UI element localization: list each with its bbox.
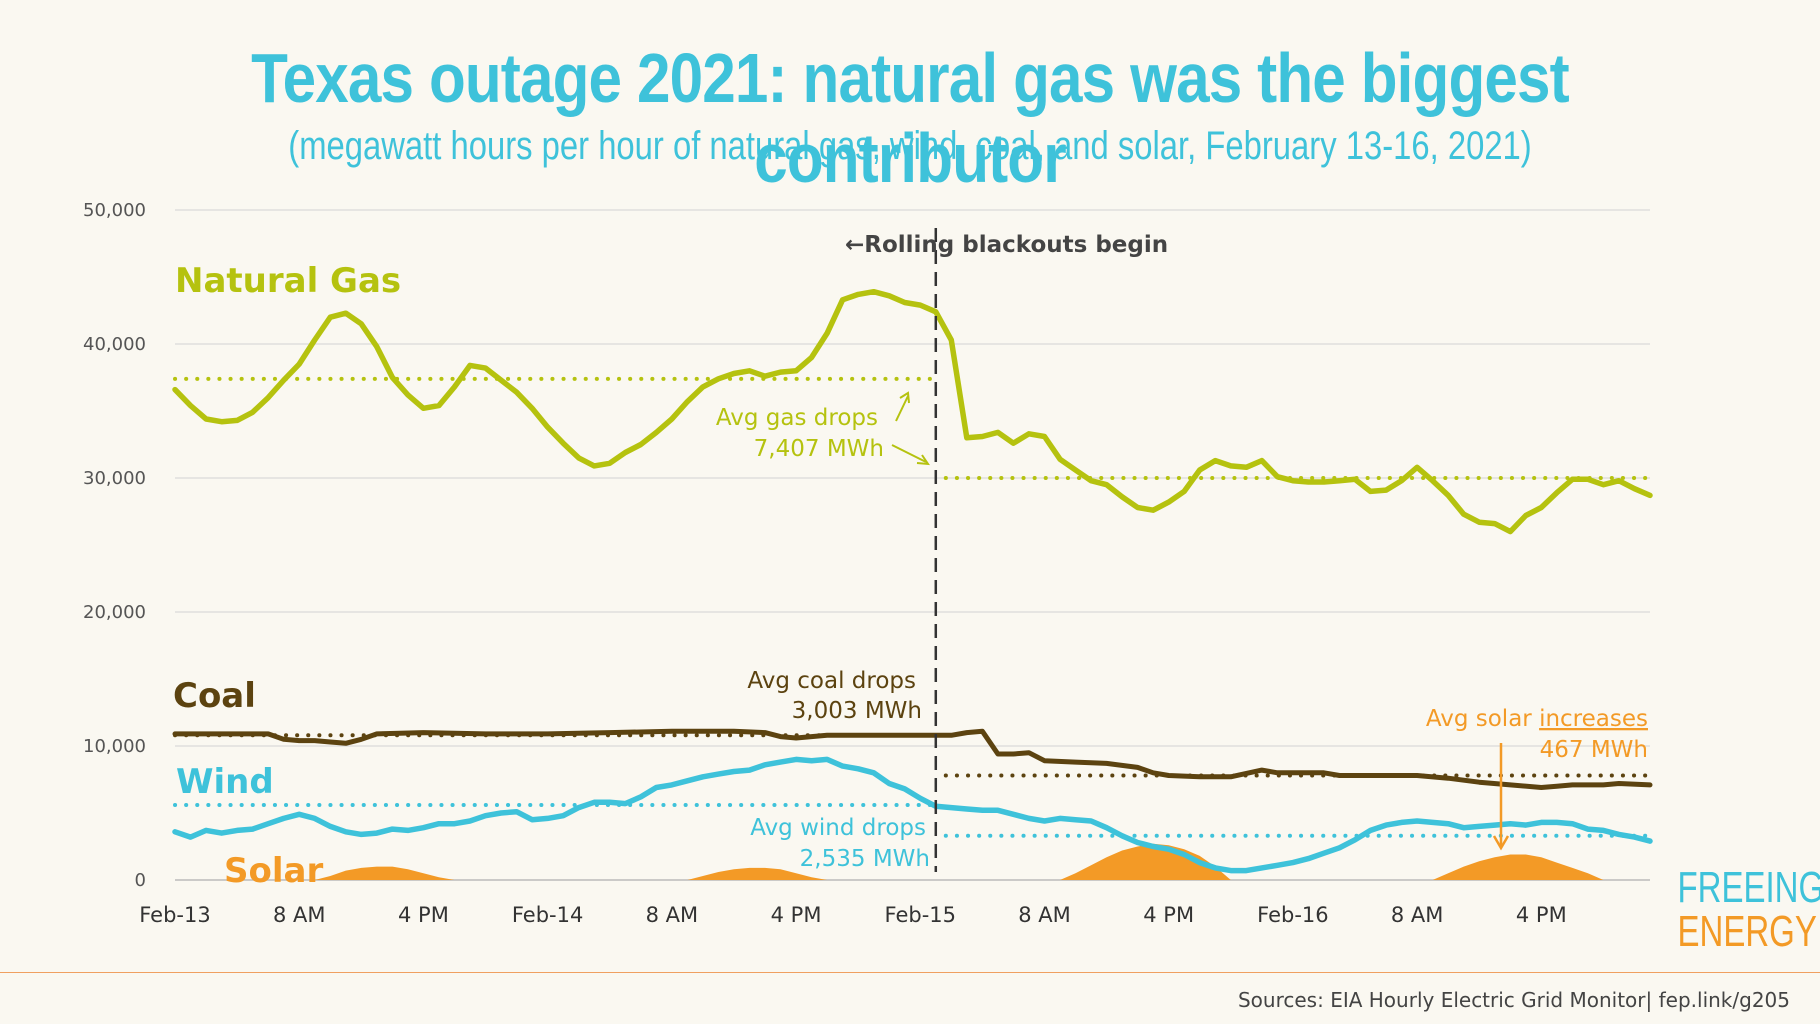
- annotation-solar-line1: Avg solar increases: [1426, 706, 1648, 732]
- annotation-wind-line1: Avg wind drops: [750, 815, 926, 841]
- annotation-wind-line2: 2,535 MWh: [800, 846, 930, 872]
- x-tick-label: Feb-14: [512, 903, 583, 927]
- freeing-energy-logo: FREEING ENERGY: [1660, 863, 1820, 956]
- footer-divider: [0, 972, 1820, 973]
- x-tick-label: Feb-16: [1257, 903, 1328, 927]
- x-tick-label: 4 PM: [398, 903, 449, 927]
- annotation-coal-line1: Avg coal drops: [747, 668, 916, 694]
- series-area-solar: [687, 867, 828, 880]
- chart-title: Texas outage 2021: natural gas was the b…: [251, 39, 1569, 197]
- annotation-solar-arrow: [1492, 743, 1510, 851]
- series-label-solar: Solar: [224, 851, 323, 891]
- x-tick-label: 8 AM: [273, 903, 326, 927]
- annotation-gas-arrows: [891, 391, 930, 466]
- line-chart: 0 10,000 20,000 30,000 40,000 50,000 Feb-13 8 …: [83, 200, 1653, 927]
- y-tick-label: 50,000: [83, 200, 146, 221]
- logo-line2: ENERGY: [1677, 907, 1817, 956]
- series-line-natural-gas: [172, 288, 1653, 535]
- x-axis-ticks: Feb-13 8 AM 4 PM Feb-14 8 AM 4 PM Feb-15 8 AM 4 …: [139, 903, 1566, 927]
- y-tick-label: 40,000: [83, 334, 146, 355]
- series-line-coal: [172, 728, 1653, 790]
- series-label-natural-gas: Natural Gas: [175, 261, 401, 301]
- y-tick-label: 0: [135, 870, 146, 891]
- x-tick-label: 8 AM: [646, 903, 699, 927]
- y-tick-label: 10,000: [83, 736, 146, 757]
- chart-subtitle: (megawatt hours per hour of natural gas,…: [288, 124, 1532, 168]
- x-tick-label: Feb-15: [885, 903, 956, 927]
- series-label-coal: Coal: [173, 676, 256, 716]
- annotation-solar-line1a: Avg solar: [1426, 706, 1539, 732]
- series-area-solar: [1432, 854, 1604, 880]
- annotation-solar-line1b: increases: [1539, 706, 1648, 732]
- series-area-solar: [314, 866, 455, 880]
- x-tick-label: 4 PM: [1143, 903, 1194, 927]
- x-tick-label: 8 AM: [1391, 903, 1444, 927]
- average-lines: [173, 376, 1652, 838]
- gridlines: [175, 209, 1650, 881]
- series-area-solar: [1060, 843, 1231, 880]
- annotation-gas-line2: 7,407 MWh: [754, 436, 884, 462]
- x-tick-label: 8 AM: [1018, 903, 1071, 927]
- y-tick-label: 20,000: [83, 602, 146, 623]
- series-line-wind: [172, 756, 1653, 874]
- y-axis-ticks: 0 10,000 20,000 30,000 40,000 50,000: [83, 200, 146, 891]
- x-tick-label: 4 PM: [1516, 903, 1567, 927]
- y-tick-label: 30,000: [83, 468, 146, 489]
- annotation-coal-line2: 3,003 MWh: [792, 698, 922, 724]
- series-label-wind: Wind: [176, 762, 274, 802]
- x-tick-label: Feb-13: [139, 903, 210, 927]
- annotation-solar-line2: 467 MWh: [1540, 737, 1648, 763]
- x-tick-label: 4 PM: [771, 903, 822, 927]
- annotation-gas-line1: Avg gas drops: [716, 405, 878, 431]
- logo-line1: FREEING: [1677, 863, 1820, 912]
- sources-footnote: Sources: EIA Hourly Electric Grid Monito…: [1237, 988, 1790, 1012]
- event-label: ←Rolling blackouts begin: [845, 232, 1168, 258]
- series-lines: [172, 288, 1653, 880]
